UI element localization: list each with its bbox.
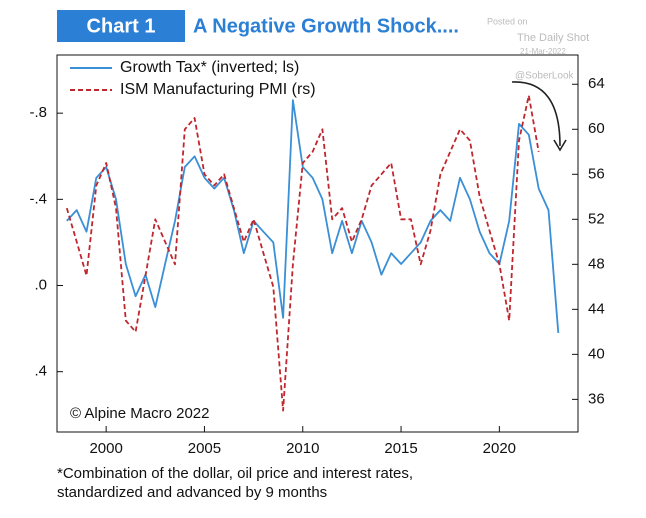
- x-tick-label: 2000: [89, 440, 122, 457]
- arrow-head: [553, 139, 567, 152]
- x-tick-label: 2005: [188, 440, 221, 457]
- badge-box: [57, 10, 185, 42]
- y2-tick-label: 48: [588, 255, 605, 272]
- y2-tick-label: 40: [588, 345, 605, 362]
- watermark: Posted on: [487, 16, 528, 26]
- x-tick-label: 2015: [384, 440, 417, 457]
- watermark: The Daily Shot: [517, 32, 589, 44]
- y-tick-label: -.4: [29, 190, 47, 207]
- x-tick-label: 2010: [286, 440, 319, 457]
- plot-frame: [56, 54, 579, 433]
- y2-tick-label: 52: [588, 210, 605, 227]
- series-line: [66, 99, 560, 333]
- y2-tick-label: 44: [588, 300, 605, 317]
- watermark: @SoberLook: [515, 71, 575, 82]
- annotation: © Alpine Macro 2022: [70, 405, 209, 422]
- y2-tick-label: 56: [588, 165, 605, 182]
- y-tick-label: .4: [34, 363, 47, 380]
- y-tick-label: -.8: [29, 104, 47, 121]
- x-tick-label: 2020: [483, 440, 516, 457]
- series-line: [65, 94, 540, 412]
- y-tick-label: .0: [34, 276, 47, 293]
- chart-badge: Chart 1: [87, 15, 156, 37]
- legend-label: ISM Manufacturing PMI (rs): [120, 81, 316, 98]
- y2-tick-label: 36: [588, 390, 605, 407]
- legend-label: Growth Tax* (inverted; ls): [120, 59, 299, 76]
- y2-tick-label: 60: [588, 120, 605, 137]
- footnote: standardized and advanced by 9 months: [57, 484, 327, 501]
- footnote: *Combination of the dollar, oil price an…: [57, 465, 413, 482]
- arrow: [511, 81, 561, 147]
- chart-title: A Negative Growth Shock....: [193, 15, 459, 37]
- y2-tick-label: 64: [588, 75, 605, 92]
- watermark: 21-Mar-2022: [520, 47, 566, 56]
